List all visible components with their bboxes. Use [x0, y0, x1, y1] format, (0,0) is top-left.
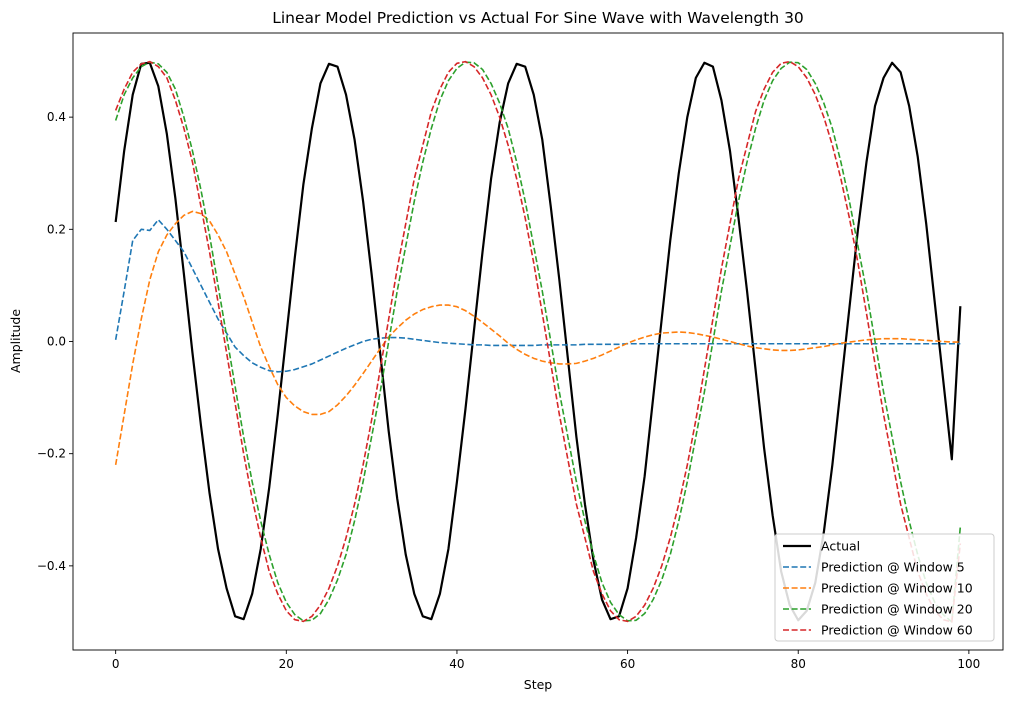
- y-tick-label: 0.4: [47, 110, 66, 124]
- series-line-3: [114, 61, 962, 623]
- axes-layer: 0 20 40 60 80 100 −0.4 −0.2 0.0 0.2 0.4: [37, 32, 1004, 671]
- legend-label-3: Prediction @ Window 20: [821, 602, 973, 617]
- y-tick-label: −0.4: [37, 559, 66, 573]
- x-axis-label: Step: [524, 677, 553, 692]
- legend-label-2: Prediction @ Window 10: [821, 581, 973, 596]
- x-tick-label: 100: [957, 657, 980, 671]
- x-tick-label: 40: [449, 657, 464, 671]
- legend-label-0: Actual: [821, 539, 860, 554]
- series-line-1: [114, 218, 961, 373]
- legend: Actual Prediction @ Window 5 Prediction @ …: [774, 533, 995, 642]
- y-axis-label: Amplitude: [8, 309, 23, 373]
- y-tick-label: −0.2: [37, 447, 66, 461]
- series-line-4: [114, 60, 962, 623]
- legend-box: [774, 533, 995, 642]
- y-tick-label: 0.2: [47, 222, 66, 236]
- x-tick-label: 80: [791, 657, 806, 671]
- legend-label-1: Prediction @ Window 5: [821, 560, 965, 575]
- series-line-2: [114, 210, 961, 466]
- legend-label-4: Prediction @ Window 60: [821, 623, 973, 638]
- y-tick-label: 0.0: [47, 335, 66, 349]
- x-tick-label: 0: [112, 657, 120, 671]
- x-tick-label: 60: [620, 657, 635, 671]
- chart-title: Linear Model Prediction vs Actual For Si…: [272, 9, 804, 27]
- x-tick-label: 20: [279, 657, 294, 671]
